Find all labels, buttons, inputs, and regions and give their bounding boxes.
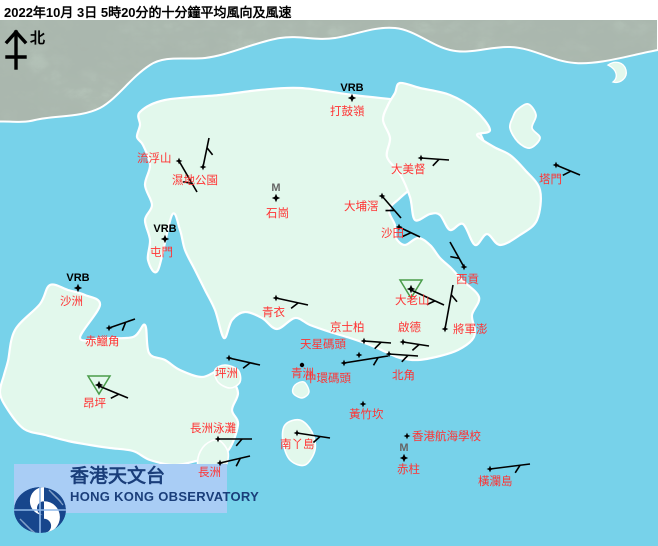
svg-text:香港航海學校: 香港航海學校 — [412, 429, 481, 443]
svg-text:黃竹坎: 黃竹坎 — [349, 407, 384, 421]
svg-text:沙田: 沙田 — [381, 227, 404, 240]
svg-text:屯門: 屯門 — [150, 246, 173, 259]
svg-text:石崗: 石崗 — [266, 207, 289, 220]
svg-text:橫瀾島: 橫瀾島 — [478, 474, 513, 488]
svg-text:VRB: VRB — [340, 82, 363, 94]
svg-text:大老山: 大老山 — [395, 293, 430, 307]
svg-text:M: M — [399, 442, 408, 454]
svg-text:流浮山: 流浮山 — [137, 151, 172, 165]
svg-text:沙洲: 沙洲 — [60, 295, 83, 308]
svg-text:北: 北 — [30, 30, 45, 47]
svg-text:啟德: 啟德 — [398, 320, 421, 334]
svg-text:中環碼頭: 中環碼頭 — [305, 372, 351, 385]
svg-text:濕地公園: 濕地公園 — [172, 174, 218, 187]
svg-text:坪洲: 坪洲 — [215, 367, 238, 380]
svg-text:北角: 北角 — [392, 369, 415, 382]
svg-text:M: M — [271, 182, 280, 194]
svg-text:昂坪: 昂坪 — [83, 397, 106, 410]
svg-text:VRB: VRB — [66, 272, 89, 284]
svg-text:將軍澎: 將軍澎 — [453, 322, 488, 336]
svg-text:VRB: VRB — [153, 223, 176, 235]
svg-text:長洲泳灘: 長洲泳灘 — [190, 421, 236, 435]
svg-text:青衣: 青衣 — [262, 305, 285, 319]
svg-text:赤鱲角: 赤鱲角 — [85, 335, 120, 348]
svg-text:京士柏: 京士柏 — [330, 320, 365, 334]
svg-text:香港天文台: 香港天文台 — [69, 464, 165, 487]
svg-text:天星碼頭: 天星碼頭 — [300, 338, 346, 351]
svg-text:赤柱: 赤柱 — [397, 462, 420, 476]
svg-text:西貢: 西貢 — [456, 273, 479, 286]
svg-text:南丫島: 南丫島 — [280, 437, 315, 451]
svg-text:大美督: 大美督 — [391, 162, 426, 176]
svg-text:大埔滘: 大埔滘 — [344, 199, 379, 213]
svg-text:打鼓嶺: 打鼓嶺 — [330, 104, 365, 118]
svg-text:塔門: 塔門 — [539, 173, 562, 186]
svg-text:HONG KONG OBSERVATORY: HONG KONG OBSERVATORY — [70, 489, 259, 504]
svg-text:長洲: 長洲 — [198, 466, 221, 479]
